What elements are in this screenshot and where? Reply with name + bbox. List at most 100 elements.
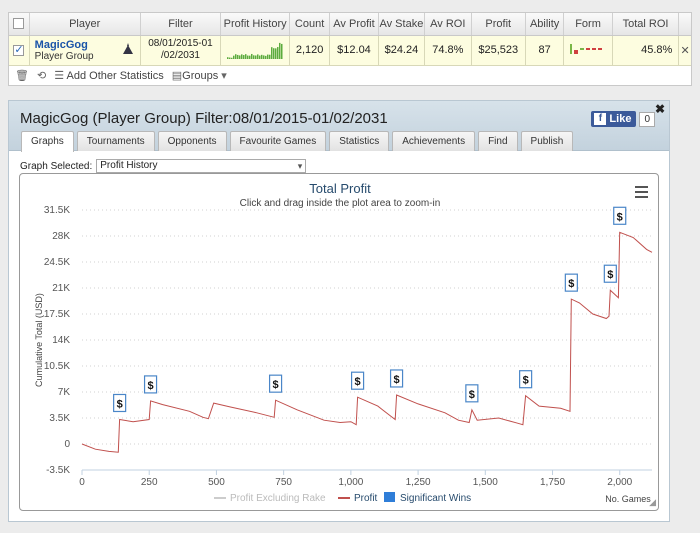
panel-title: MagicGog (Player Group) Filter:08/01/201… — [20, 110, 388, 127]
significant-win-label: $ — [607, 269, 613, 281]
col-count[interactable]: Count — [289, 13, 331, 36]
tab-bar: Graphs Tournaments Opponents Favourite G… — [21, 131, 574, 152]
col-remove — [678, 13, 691, 36]
tab-publish[interactable]: Publish — [520, 131, 574, 151]
sparkline-bar — [255, 55, 257, 59]
col-av-roi[interactable]: Av ROI — [424, 13, 472, 36]
add-stats-button[interactable]: ☰ Add Other Statistics — [54, 69, 164, 82]
close-icon[interactable]: ✖ — [654, 102, 665, 116]
x-tick-label: 1,000 — [338, 477, 363, 488]
significant-win-marker — [389, 369, 404, 388]
sparkline-bar — [281, 43, 283, 59]
legend-item-profit: Profit — [354, 493, 378, 504]
x-tick-label: 1,750 — [540, 477, 565, 488]
y-tick-label: 21K — [52, 283, 70, 294]
sparkline-bar — [241, 53, 243, 59]
sparkline-bar — [243, 54, 245, 59]
tab-find[interactable]: Find — [478, 131, 518, 151]
significant-win-marker — [350, 371, 365, 390]
trash-icon[interactable]: 🗑 — [15, 70, 29, 82]
ability-cell: 87 — [525, 35, 565, 66]
filter-cell: 08/01/2015-01 /02/2031 — [140, 35, 222, 66]
form-indicator — [570, 43, 603, 54]
groups-label: Groups — [182, 70, 219, 82]
y-tick-label: 31.5K — [44, 205, 70, 216]
sparkline-bar — [279, 42, 281, 59]
tab-graphs[interactable]: Graphs — [21, 131, 74, 152]
chart-menu-icon[interactable] — [635, 186, 648, 201]
y-axis-title: Cumulative Total (USD) — [34, 293, 44, 387]
significant-win-label: $ — [355, 376, 361, 388]
significant-win-marker — [564, 273, 578, 292]
col-filter[interactable]: Filter — [140, 13, 222, 36]
y-tick-label: 14K — [52, 335, 70, 346]
av-roi-cell: 74.8% — [424, 35, 472, 66]
col-total-roi[interactable]: Total ROI — [612, 13, 680, 36]
tab-achievements[interactable]: Achievements — [392, 131, 476, 151]
sparkline-bar — [231, 57, 233, 59]
tab-tournaments[interactable]: Tournaments — [76, 131, 155, 151]
remove-row-button[interactable]: ✕ — [678, 35, 691, 66]
graph-select-dropdown[interactable]: Profit History — [96, 159, 307, 173]
significant-win-label: $ — [117, 398, 123, 410]
x-tick-label: 0 — [79, 477, 85, 488]
select-all-header[interactable] — [9, 13, 30, 36]
table-row[interactable]: MagicGog Player Group 08/01/2015-01 /02/… — [9, 35, 691, 66]
row-select-cell[interactable] — [9, 35, 30, 66]
profit-cell: $25,523 — [471, 35, 526, 66]
player-cell[interactable]: MagicGog Player Group — [29, 35, 141, 66]
like-label: Like — [609, 113, 632, 125]
resize-handle-icon[interactable]: ◢ — [649, 497, 656, 507]
significant-win-marker — [613, 206, 627, 225]
col-profit-history[interactable]: Profit History — [220, 13, 290, 36]
sparkline-bar — [265, 55, 267, 59]
total-roi-cell: 45.8% — [612, 35, 680, 66]
sparkline-bar — [275, 47, 277, 59]
y-tick-label: 17.5K — [44, 309, 70, 320]
sparkline-bar — [237, 54, 239, 59]
profit-series-line — [81, 231, 653, 453]
y-tick-label: 24.5K — [44, 257, 70, 268]
player-panel: MagicGog (Player Group) Filter:08/01/201… — [8, 100, 670, 522]
col-profit[interactable]: Profit — [471, 13, 526, 36]
sparkline-bar — [273, 47, 275, 59]
significant-win-label: $ — [568, 278, 574, 290]
groups-dropdown[interactable]: ▤Groups ▾ — [172, 69, 227, 82]
sparkline-bar — [257, 53, 259, 59]
chevron-down-icon: ▾ — [221, 70, 227, 82]
sparkline-bar — [247, 55, 249, 59]
add-stats-label: Add Other Statistics — [66, 70, 164, 82]
col-player[interactable]: Player — [29, 13, 141, 36]
tab-opponents[interactable]: Opponents — [157, 131, 227, 151]
significant-win-marker — [113, 393, 127, 413]
refresh-icon[interactable]: ⟲ — [36, 70, 47, 82]
facebook-like[interactable]: f Like 0 — [591, 111, 655, 127]
player-group-label: Player Group — [34, 50, 94, 62]
col-av-profit[interactable]: Av Profit — [329, 13, 379, 36]
y-tick-label: 7K — [58, 387, 71, 398]
significant-win-marker — [603, 264, 617, 283]
row-checkbox[interactable] — [13, 43, 25, 56]
profit-chart[interactable]: Total Profit Click and drag inside the pl… — [20, 174, 660, 512]
sparkline-bars — [227, 42, 283, 59]
graph-selected-label: Graph Selected: — [20, 160, 93, 172]
tab-favourite-games[interactable]: Favourite Games — [229, 131, 327, 151]
col-form[interactable]: Form — [563, 13, 613, 36]
player-name-link[interactable]: MagicGog — [34, 38, 88, 51]
sparkline-bar — [253, 54, 255, 59]
sparkline-bar — [227, 56, 229, 59]
col-ability[interactable]: Ability — [525, 13, 565, 36]
tab-statistics[interactable]: Statistics — [329, 131, 390, 151]
sparkline-bar — [249, 55, 251, 59]
stats-panel: Player Filter Profit History Count Av Pr… — [8, 12, 692, 86]
profit-history-sparkline[interactable] — [220, 35, 290, 66]
like-button[interactable]: f Like — [591, 111, 637, 127]
x-tick-label: 250 — [141, 477, 158, 488]
significant-win-marker — [268, 374, 283, 393]
col-av-stake[interactable]: Av Stake — [378, 13, 426, 36]
chart-container[interactable]: Total Profit Click and drag inside the pl… — [19, 173, 659, 511]
select-all-checkbox[interactable] — [13, 18, 25, 30]
significant-win-marker — [143, 375, 158, 394]
y-tick-label: 0 — [64, 439, 70, 450]
sparkline-bar — [271, 46, 273, 59]
